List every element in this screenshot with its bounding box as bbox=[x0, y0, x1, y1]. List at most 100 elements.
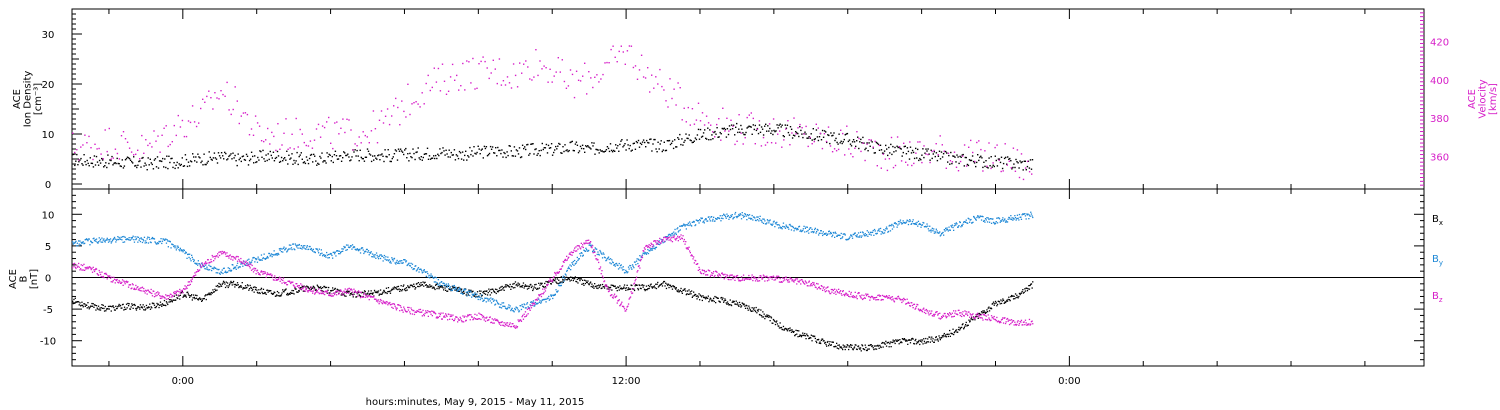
data-point bbox=[293, 285, 295, 287]
data-point bbox=[277, 295, 279, 297]
data-point bbox=[979, 156, 981, 159]
data-point bbox=[697, 295, 699, 297]
y-tick-label: 5 bbox=[45, 242, 51, 253]
data-point bbox=[848, 346, 850, 348]
data-point bbox=[242, 288, 244, 290]
data-point bbox=[181, 290, 183, 293]
data-point bbox=[669, 234, 672, 236]
data-point bbox=[84, 239, 86, 241]
data-point bbox=[237, 284, 239, 286]
data-point bbox=[760, 309, 762, 311]
data-point bbox=[603, 287, 606, 289]
data-point bbox=[736, 215, 739, 218]
data-point bbox=[874, 140, 876, 143]
data-point bbox=[734, 303, 737, 305]
data-point bbox=[850, 153, 852, 155]
data-point bbox=[392, 260, 394, 262]
data-point bbox=[105, 308, 108, 310]
data-point bbox=[345, 244, 348, 246]
data-point bbox=[923, 145, 925, 147]
data-point bbox=[334, 251, 336, 253]
data-point bbox=[845, 238, 847, 241]
data-point bbox=[480, 294, 483, 296]
data-point bbox=[181, 289, 183, 291]
data-point bbox=[550, 283, 552, 285]
data-point bbox=[623, 286, 625, 288]
data-point bbox=[124, 159, 127, 161]
data-point bbox=[759, 131, 762, 133]
data-point bbox=[203, 153, 205, 155]
data-point bbox=[846, 238, 848, 241]
data-point bbox=[431, 157, 434, 159]
data-point bbox=[290, 292, 293, 294]
data-point bbox=[151, 292, 153, 295]
data-point bbox=[500, 303, 502, 306]
data-point bbox=[80, 304, 82, 306]
data-point bbox=[760, 145, 763, 147]
data-point bbox=[868, 348, 870, 350]
data-point bbox=[938, 150, 941, 152]
data-point bbox=[117, 236, 119, 238]
data-point bbox=[359, 149, 361, 151]
data-point bbox=[227, 255, 229, 257]
data-point bbox=[273, 279, 275, 281]
data-point bbox=[286, 284, 289, 286]
data-point bbox=[209, 156, 211, 159]
data-point bbox=[988, 310, 991, 312]
data-point bbox=[415, 265, 417, 267]
data-point bbox=[780, 327, 782, 329]
data-point bbox=[502, 305, 504, 307]
data-point bbox=[457, 289, 459, 292]
data-point bbox=[1020, 218, 1023, 220]
data-point bbox=[705, 115, 708, 117]
data-point bbox=[417, 285, 419, 288]
data-point bbox=[395, 150, 398, 152]
data-point bbox=[186, 257, 188, 259]
data-point bbox=[206, 266, 208, 268]
data-point bbox=[161, 160, 163, 163]
data-point bbox=[324, 160, 326, 162]
data-point bbox=[834, 346, 836, 348]
data-point bbox=[126, 156, 129, 158]
data-point bbox=[511, 307, 513, 309]
data-point bbox=[760, 126, 763, 128]
data-point bbox=[587, 145, 589, 147]
data-point bbox=[639, 255, 641, 257]
data-point bbox=[342, 157, 344, 159]
data-point bbox=[582, 75, 584, 77]
data-point bbox=[217, 284, 219, 287]
data-point bbox=[374, 254, 376, 256]
data-point bbox=[155, 242, 157, 244]
data-point bbox=[137, 286, 139, 288]
data-point bbox=[677, 289, 679, 291]
data-point bbox=[694, 137, 697, 139]
data-point bbox=[921, 154, 923, 156]
data-point bbox=[302, 290, 304, 292]
data-point bbox=[618, 150, 620, 152]
data-point bbox=[631, 264, 634, 266]
data-point bbox=[505, 156, 507, 159]
data-point bbox=[280, 294, 283, 296]
data-point bbox=[250, 151, 253, 153]
data-point bbox=[668, 286, 670, 289]
data-point bbox=[147, 236, 149, 238]
data-point bbox=[561, 59, 563, 61]
data-point bbox=[550, 294, 552, 296]
data-point bbox=[643, 284, 645, 287]
data-point bbox=[955, 166, 958, 168]
data-point bbox=[334, 293, 336, 296]
data-point bbox=[441, 63, 444, 65]
data-point bbox=[356, 145, 358, 147]
data-point bbox=[807, 335, 809, 337]
data-point bbox=[300, 245, 302, 247]
data-point bbox=[529, 152, 531, 155]
data-point bbox=[514, 155, 517, 157]
data-point bbox=[1020, 292, 1023, 294]
data-point bbox=[695, 295, 697, 297]
data-point bbox=[705, 298, 707, 300]
data-point bbox=[405, 147, 407, 150]
data-point bbox=[143, 152, 145, 154]
data-point bbox=[353, 293, 355, 295]
data-point bbox=[773, 220, 775, 222]
data-point bbox=[879, 344, 881, 347]
